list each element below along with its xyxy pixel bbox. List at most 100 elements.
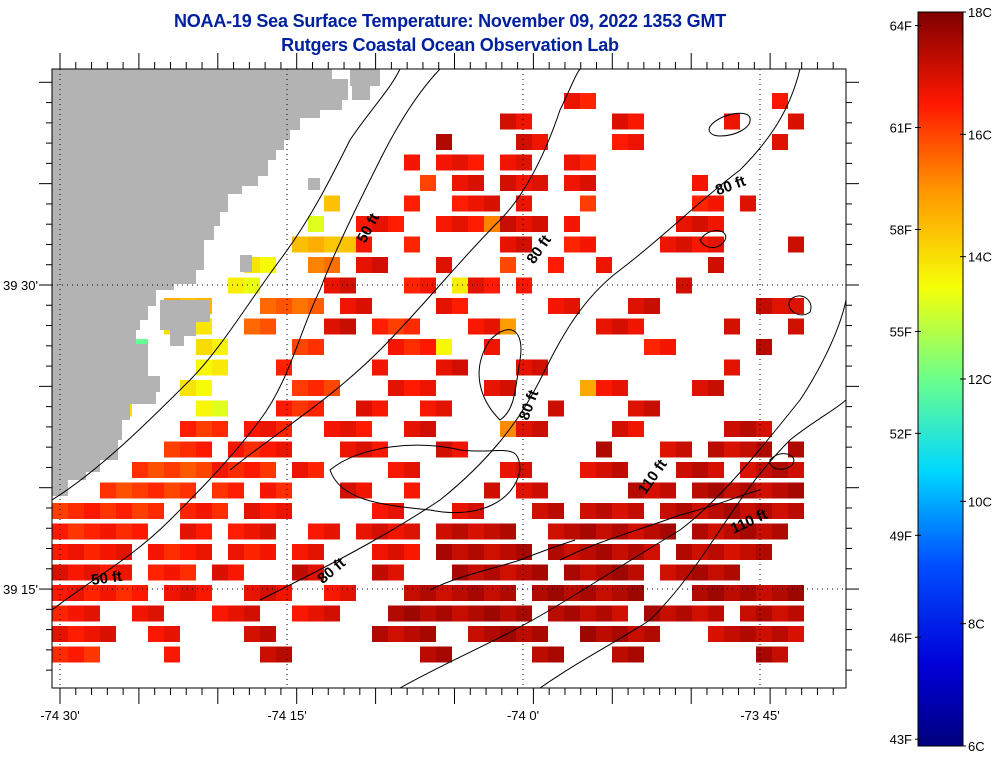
sst-cell	[340, 318, 356, 335]
sst-cell	[628, 585, 644, 601]
sst-cell	[372, 564, 388, 581]
sst-cell	[740, 626, 756, 642]
sst-cell	[164, 544, 180, 560]
sst-cell	[164, 564, 180, 581]
sst-cell	[772, 482, 788, 499]
sst-cell	[708, 380, 724, 396]
sst-cell	[468, 544, 484, 560]
sst-cell	[564, 175, 580, 191]
sst-cell	[500, 462, 516, 478]
sst-cell	[676, 441, 692, 458]
sst-cell	[324, 585, 340, 601]
sst-cell	[68, 646, 84, 663]
sst-cell	[516, 359, 532, 376]
sst-cell	[388, 380, 404, 396]
sst-cell	[500, 113, 516, 130]
colorbar-gradient	[917, 11, 964, 747]
sst-cell	[644, 605, 660, 622]
sst-cell	[676, 462, 692, 478]
sst-cell	[52, 605, 68, 622]
colorbar-label-fahrenheit: 55F	[890, 324, 912, 339]
sst-cell	[388, 503, 404, 519]
sst-cell	[468, 585, 484, 601]
sst-cell	[180, 503, 196, 519]
sst-cell	[52, 503, 68, 519]
sst-cell	[532, 564, 548, 581]
contour-50ft	[52, 69, 441, 611]
sst-cell	[612, 318, 628, 335]
sst-cell	[724, 113, 740, 130]
contour-island-3	[708, 112, 751, 137]
sst-cell	[756, 585, 772, 601]
sst-cell	[260, 626, 276, 642]
sst-cell	[724, 503, 740, 519]
sst-cell	[724, 359, 740, 376]
sst-cell	[644, 544, 660, 560]
sst-cell	[724, 523, 740, 540]
sst-cell	[260, 503, 276, 519]
sst-cell	[308, 216, 324, 232]
sst-cell	[324, 605, 340, 622]
y-tick-label: 39 15'	[3, 582, 38, 597]
sst-cell	[116, 523, 132, 540]
sst-cell	[724, 564, 740, 581]
sst-cell	[388, 626, 404, 642]
sst-cell	[84, 544, 100, 560]
sst-cell	[644, 400, 660, 417]
sst-cell	[196, 400, 212, 417]
sst-cell	[212, 503, 228, 519]
x-tick-label: -74 0'	[507, 708, 539, 723]
sst-cell	[372, 544, 388, 560]
sst-cell	[468, 523, 484, 540]
sst-cell	[244, 626, 260, 642]
sst-cell	[212, 359, 228, 376]
sst-cell	[596, 626, 612, 642]
sst-cell	[756, 339, 772, 355]
sst-cell	[452, 154, 468, 171]
sst-cell	[340, 585, 356, 601]
sst-cell	[260, 441, 276, 458]
sst-cell	[308, 380, 324, 396]
sst-cell	[692, 585, 708, 601]
sst-cell	[708, 585, 724, 601]
sst-cell	[708, 195, 724, 212]
sst-cell	[372, 503, 388, 519]
sst-cell	[708, 462, 724, 478]
sst-cell	[356, 421, 372, 437]
sst-cell	[756, 298, 772, 314]
sst-cell	[196, 441, 212, 458]
sst-cell	[516, 113, 532, 130]
sst-cell	[164, 585, 180, 601]
sst-cell	[452, 298, 468, 314]
sst-cell	[84, 626, 100, 642]
sst-cell	[788, 626, 804, 642]
sst-cell	[740, 585, 756, 601]
sst-cell	[372, 523, 388, 540]
sst-cell	[596, 257, 612, 273]
sst-cell	[132, 585, 148, 601]
sst-cell	[420, 585, 436, 601]
sst-cell	[196, 544, 212, 560]
sst-cell	[692, 482, 708, 499]
sst-cell	[132, 503, 148, 519]
sst-cell	[228, 544, 244, 560]
sst-cell	[276, 503, 292, 519]
sst-cell	[356, 523, 372, 540]
sst-cell	[436, 605, 452, 622]
sst-cell	[308, 544, 324, 560]
sst-cell	[772, 585, 788, 601]
sst-cell	[772, 503, 788, 519]
sst-cell	[340, 277, 356, 294]
sst-cell	[84, 523, 100, 540]
sst-cell	[580, 462, 596, 478]
sst-cell	[292, 564, 308, 581]
sst-cell	[388, 605, 404, 622]
sst-cell	[404, 154, 420, 171]
sst-cell	[324, 380, 340, 396]
sst-cell	[404, 585, 420, 601]
sst-cell	[580, 175, 596, 191]
sst-cell	[292, 380, 308, 396]
contour-80ft-c	[399, 299, 846, 688]
sst-cell	[740, 503, 756, 519]
sst-cell	[788, 605, 804, 622]
